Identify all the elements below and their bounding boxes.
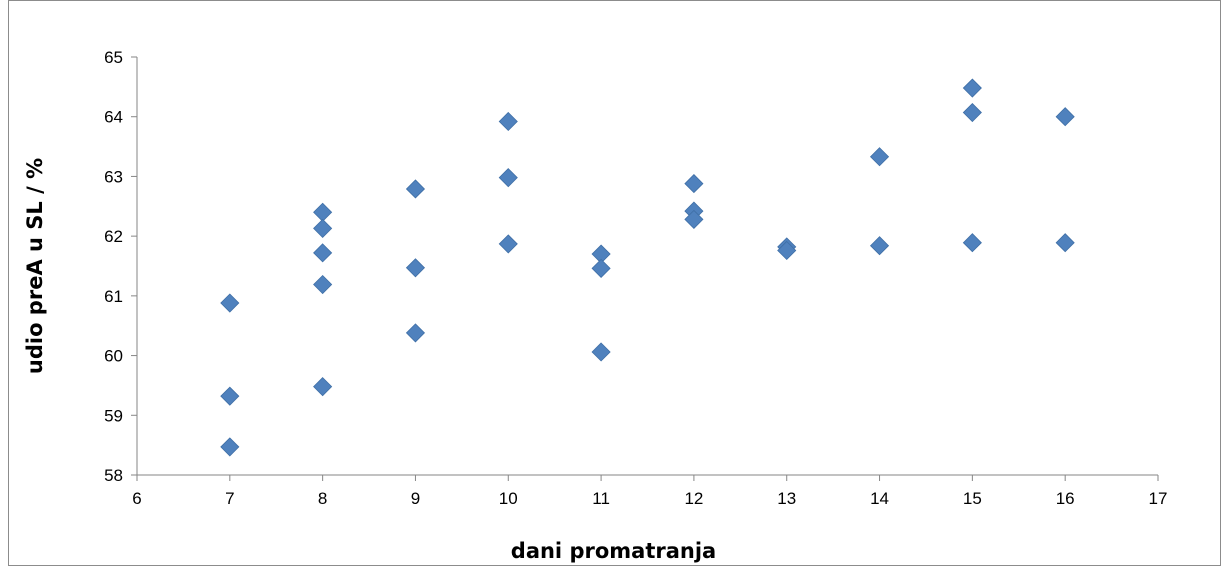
data-point xyxy=(313,202,333,222)
data-point xyxy=(220,437,240,457)
x-tick-label: 12 xyxy=(684,489,703,508)
data-point xyxy=(498,234,518,254)
data-point xyxy=(313,377,333,397)
data-point xyxy=(313,218,333,238)
data-points xyxy=(220,78,1075,457)
data-point xyxy=(962,102,982,123)
data-point xyxy=(405,179,426,199)
data-point xyxy=(591,258,611,278)
axes xyxy=(131,56,1159,481)
x-tick-label: 13 xyxy=(777,489,796,508)
tick-labels: 58 59 60 61 62 63 64 65 6 7 8 9 10 11 12 13 14 15 16 17 xyxy=(104,48,1167,508)
y-tick-label: 63 xyxy=(104,167,123,186)
y-tick-label: 58 xyxy=(104,466,123,485)
y-tick-label: 65 xyxy=(104,48,123,67)
data-point xyxy=(498,168,518,188)
data-point xyxy=(869,147,890,167)
data-point xyxy=(777,240,797,261)
y-tick-label: 59 xyxy=(104,406,123,425)
y-axis-title: udio preA u SL / % xyxy=(23,158,47,374)
x-axis-title: dani promatranja xyxy=(511,539,716,563)
data-point xyxy=(591,342,611,362)
data-point xyxy=(1055,233,1075,253)
data-point xyxy=(220,386,240,406)
data-point xyxy=(684,174,704,194)
x-tick-label: 9 xyxy=(411,489,420,508)
y-tick-label: 62 xyxy=(104,227,123,246)
data-point xyxy=(405,323,426,343)
data-point xyxy=(869,236,890,256)
x-tick-label: 6 xyxy=(132,489,141,508)
data-point xyxy=(498,111,518,132)
x-tick-label: 10 xyxy=(499,489,518,508)
data-point xyxy=(313,274,333,295)
x-tick-label: 14 xyxy=(870,489,889,508)
data-point xyxy=(962,78,982,98)
y-tick-label: 60 xyxy=(104,347,123,366)
data-point xyxy=(1055,107,1075,127)
y-tick-label: 64 xyxy=(104,108,123,127)
data-point xyxy=(962,233,982,253)
data-point xyxy=(313,243,333,263)
x-tick-label: 16 xyxy=(1056,489,1075,508)
data-point xyxy=(220,293,240,313)
x-tick-label: 15 xyxy=(963,489,982,508)
x-tick-label: 7 xyxy=(225,489,234,508)
x-tick-label: 17 xyxy=(1149,489,1168,508)
x-tick-label: 8 xyxy=(318,489,327,508)
data-point xyxy=(405,258,426,278)
data-point xyxy=(684,209,704,229)
y-tick-label: 61 xyxy=(104,287,123,306)
x-tick-label: 11 xyxy=(592,489,610,508)
chart-frame xyxy=(8,0,1221,566)
